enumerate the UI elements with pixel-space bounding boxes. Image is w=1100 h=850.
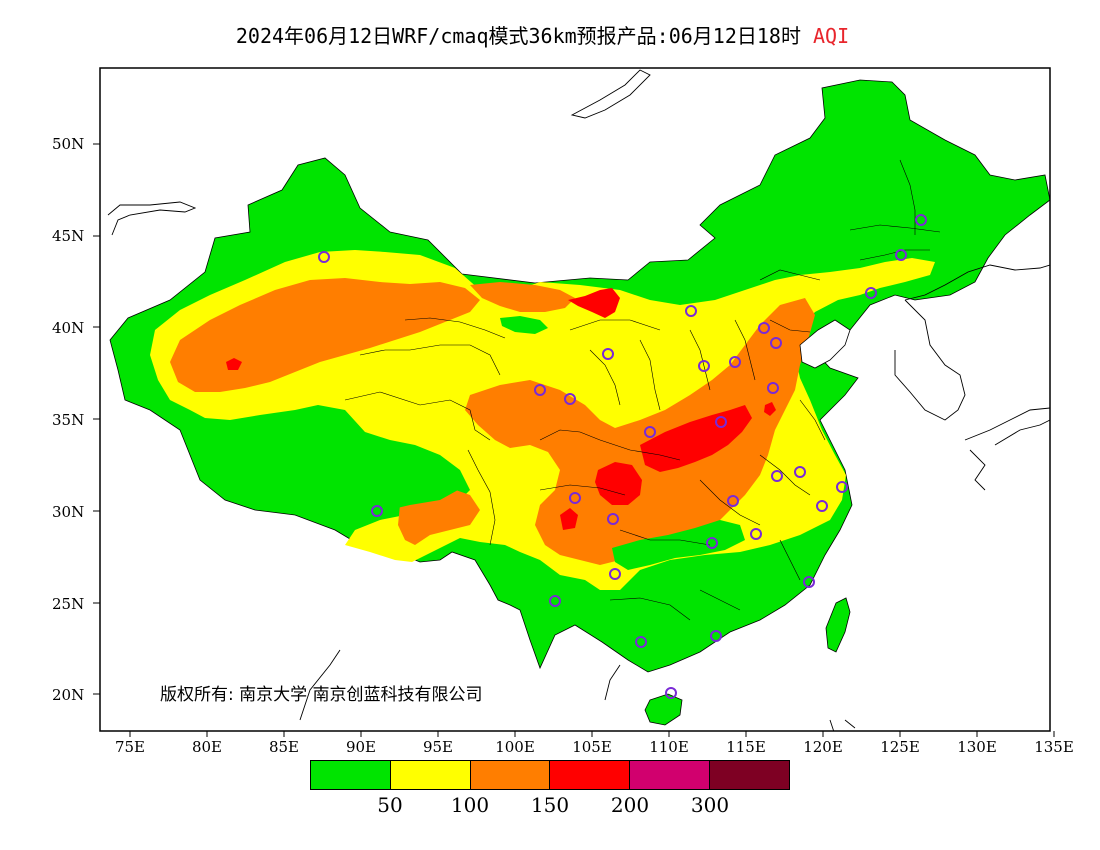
neighbor-outlines — [107, 69, 1050, 731]
station-marker — [750, 528, 762, 540]
station-marker — [318, 251, 330, 263]
legend-label-300: 300 — [690, 793, 730, 817]
station-markers — [318, 214, 927, 699]
legend-label-200: 200 — [610, 793, 650, 817]
station-marker — [706, 537, 718, 549]
lat-label-50n: 50N — [52, 135, 85, 153]
station-marker — [602, 348, 614, 360]
lon-label-120e: 120E — [803, 738, 843, 756]
lat-label-25n: 25N — [52, 595, 85, 613]
lon-label-135e: 135E — [1034, 738, 1074, 756]
station-marker — [758, 322, 770, 334]
map-title: 2024年06月12日WRF/cmaq模式36km预报产品:06月12日18时 … — [0, 20, 1085, 49]
lon-label-75e: 75E — [114, 738, 146, 756]
lat-label-45n: 45N — [52, 227, 85, 245]
lon-label-80e: 80E — [191, 738, 223, 756]
station-marker — [698, 360, 710, 372]
title-main: 2024年06月12日WRF/cmaq模式36km预报产品:06月12日18时 — [235, 24, 801, 48]
station-marker — [770, 337, 782, 349]
lat-label-30n: 30N — [52, 503, 85, 521]
station-marker — [865, 287, 877, 299]
station-marker — [803, 576, 815, 588]
station-marker — [665, 687, 677, 699]
legend-swatch-usg — [470, 761, 551, 789]
aqi-red-region-south — [560, 508, 578, 530]
copyright-text: 版权所有: 南京大学 南京创蓝科技有限公司 — [160, 685, 483, 705]
station-marker — [534, 384, 546, 396]
station-marker — [710, 630, 722, 642]
station-marker — [836, 481, 848, 493]
legend-swatch-very-unhealthy — [630, 761, 711, 789]
station-marker — [607, 513, 619, 525]
lon-label-125e: 125E — [880, 738, 920, 756]
bohai-sea — [799, 319, 851, 369]
station-marker — [915, 214, 927, 226]
aqi-red-region-east — [764, 402, 776, 416]
lon-label-110e: 110E — [649, 738, 689, 756]
station-marker — [729, 356, 741, 368]
lon-label-105e: 105E — [572, 738, 612, 756]
station-marker — [569, 492, 581, 504]
axis-ticks — [93, 143, 1055, 737]
station-marker — [715, 416, 727, 428]
aqi-green-patch-southeast — [612, 520, 745, 570]
aqi-red-region-west — [226, 358, 242, 370]
aqi-green-patch-tibet — [190, 410, 458, 520]
legend-swatch-unhealthy — [550, 761, 631, 789]
legend-swatch-good — [311, 761, 391, 789]
lat-label-20n: 20N — [52, 686, 85, 704]
station-marker — [771, 470, 783, 482]
station-marker — [685, 305, 697, 317]
lat-label-35n: 35N — [52, 411, 85, 429]
station-marker — [371, 505, 383, 517]
legend-label-50: 50 — [377, 793, 403, 817]
legend-swatch-moderate — [390, 761, 471, 789]
title-product: AQI — [813, 24, 850, 48]
station-marker — [644, 426, 656, 438]
lon-label-100e: 100E — [495, 738, 535, 756]
legend-swatch-hazardous — [710, 761, 789, 789]
aqi-red-region-central — [640, 405, 752, 472]
station-marker — [609, 568, 621, 580]
legend-label-100: 100 — [450, 793, 490, 817]
station-marker — [727, 495, 739, 507]
aqi-red-region-inner-mongolia — [568, 288, 620, 318]
taiwan-island — [825, 597, 851, 653]
station-marker — [895, 249, 907, 261]
station-marker — [549, 595, 561, 607]
aqi-green-patch-qinghai — [500, 316, 548, 334]
station-marker — [564, 393, 576, 405]
aqi-orange-region-north — [470, 282, 575, 312]
aqi-orange-region-west — [170, 278, 480, 392]
lon-label-85e: 85E — [268, 738, 300, 756]
station-marker — [767, 382, 779, 394]
station-marker — [635, 636, 647, 648]
lat-label-40n: 40N — [52, 319, 85, 337]
lon-label-130e: 130E — [957, 738, 997, 756]
station-marker — [816, 500, 828, 512]
station-marker — [794, 466, 806, 478]
lon-label-90e: 90E — [345, 738, 377, 756]
province-boundaries — [344, 159, 941, 621]
aqi-orange-region-central — [465, 298, 815, 565]
hainan-island — [644, 693, 683, 726]
lon-label-115e: 115E — [726, 738, 766, 756]
aqi-red-region-sichuan — [595, 462, 642, 505]
legend-label-150: 150 — [530, 793, 570, 817]
map-frame — [99, 67, 1051, 732]
aqi-color-legend — [310, 760, 790, 790]
lon-label-95e: 95E — [422, 738, 454, 756]
